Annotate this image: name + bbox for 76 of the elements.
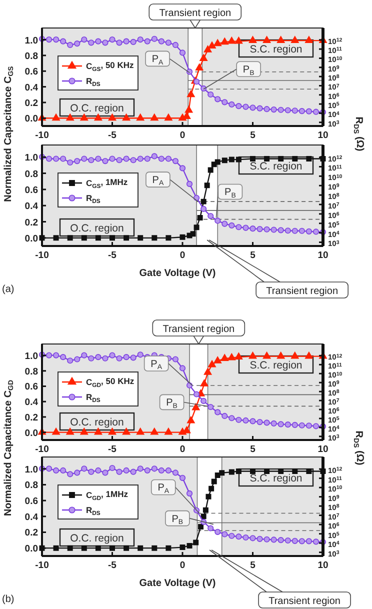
y-tick-label: 0.6 [24,184,38,196]
band-label: S.C. region [250,160,302,172]
text: Transient region [159,8,232,19]
legend-label: C$_{GS}$, 50 KHz [86,60,134,73]
annotation: P$_{A}$ [158,482,170,495]
legend-label: C$_{GS}$, 1MHz [86,177,128,190]
y-tick-label: 0.8 [24,168,38,180]
x-tick-label: -5 [108,444,118,455]
text: Transient region [268,596,340,607]
x-tick-label: 0 [180,444,186,455]
x-tick-label: -10 [35,444,49,455]
x-tick-label: 10 [318,250,328,261]
x-tick-label: 10 [318,444,328,455]
x-tick-label: 0 [180,250,186,261]
legend-label: R$_{DS}$ [86,392,100,404]
y-tick-label: 0.8 [24,50,38,62]
band-label: O.C. region [70,102,124,114]
x-tick-label: 10 [318,130,328,141]
annotation: P$_{A}$ [150,358,162,372]
y-tick-label: 0.0 [24,428,38,439]
y-tick-label: 1.0 [24,35,38,46]
x-tick-label: 5 [250,130,256,141]
band-label: S.C. region [250,44,302,56]
x-tick-label: -10 [35,250,49,261]
y-tick-label: 0.4 [24,82,39,94]
y-tick-label: 0.2 [24,412,38,424]
y-tick-label: 0.8 [24,366,38,378]
x-axis-title: Gate Voltage (V) [139,578,216,589]
y-tick-label: 0.8 [24,480,38,492]
y-tick-label: 0.2 [24,217,38,228]
y-tick-label: 0.4 [24,512,39,523]
y-tick-label: 0.4 [24,397,39,408]
band-label: S.C. region [250,360,302,372]
y-tick-label: 0.6 [24,382,38,393]
band-label: O.C. region [70,416,124,428]
legend-label: R$_{DS}$ [86,505,100,517]
x-tick-label: -5 [108,560,118,571]
x-tick-label: 5 [250,560,256,571]
annotation: P$_{A}$ [152,54,164,66]
y-tick-label: 0.4 [24,201,39,212]
y-tick-label: 1.0 [24,464,38,476]
band-label: O.C. region [70,222,124,234]
annotation: P$_{B}$ [224,187,236,200]
y-tick-label: 1.0 [24,351,38,362]
y-tick-label: 0.0 [24,544,38,555]
x-tick-label: -10 [35,130,49,141]
legend-label: R$_{DS}$ [86,193,100,205]
y-tick-label: 0.6 [24,496,38,508]
annotation: P$_{B}$ [172,514,184,526]
band-label: O.C. region [70,532,124,544]
annotation: P$_{A}$ [152,175,164,188]
annotation: P$_{B}$ [166,398,178,410]
text: Transient region [266,286,338,297]
y-tick-label: 0.6 [24,66,38,78]
x-tick-label: 5 [250,250,256,261]
y-tick-label: 0.2 [24,98,38,109]
band-label: S.C. region [250,472,302,484]
text: (a) [2,284,14,295]
text: (b) [2,594,14,605]
x-tick-label: 10 [318,560,328,571]
x-tick-label: -10 [35,560,49,571]
y-tick-label: 0.2 [24,528,38,539]
y-tick-label: 0.0 [24,114,38,125]
legend-label: C$_{GD}$, 50 KHz [86,376,134,389]
legend-label: R$_{DS}$ [86,76,100,88]
legend-label: C$_{GD}$, 1MHz [86,489,128,502]
text: Transient region [162,324,235,335]
x-tick-label: 0 [180,130,186,141]
y-tick-label: 1.0 [24,152,38,164]
x-tick-label: 0 [180,560,186,571]
x-tick-label: 5 [250,444,256,455]
x-axis-title: Gate Voltage (V) [139,268,216,279]
y-tick-label: 0.0 [24,233,38,244]
annotation: P$_{B}$ [242,64,255,77]
x-tick-label: -5 [108,250,118,261]
x-tick-label: -5 [108,130,118,141]
